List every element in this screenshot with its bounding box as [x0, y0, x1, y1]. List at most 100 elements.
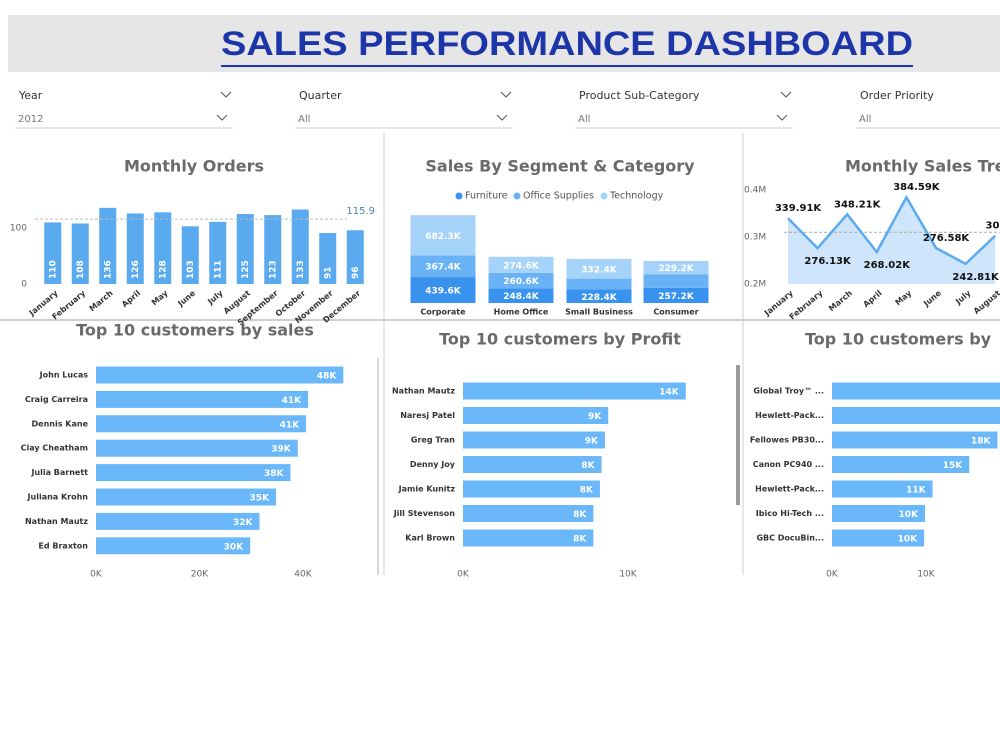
header-band [8, 15, 1000, 72]
bar-segment [643, 287, 709, 303]
bar [96, 512, 260, 530]
filter-slicer[interactable]: Order Priority All [856, 89, 1000, 129]
chevron [216, 114, 228, 121]
bar-value-label: 108 [76, 260, 86, 279]
chart-title: Monthly Sales Trend [845, 157, 1000, 176]
y-tick-label: 0.4M [744, 186, 766, 196]
category-label: Nathan Mautz [25, 517, 88, 526]
bar-value-label: 110 [48, 260, 58, 279]
bar-value-label: 14K [659, 388, 680, 398]
line [787, 194, 997, 266]
segment-label: 274.6K [503, 261, 539, 271]
bar-value-label: 41K [282, 396, 303, 406]
bar-value-label: 15K [943, 461, 964, 471]
bar-segment [410, 277, 476, 303]
bar [346, 230, 364, 284]
segment-label: 682.3K [425, 232, 461, 242]
bar [96, 415, 307, 433]
segment-label: 257.2K [658, 292, 694, 302]
filter-slicer[interactable]: Quarter All [295, 89, 513, 129]
data-label: 339.91K [775, 203, 823, 214]
x-tick-label: Consumer [653, 308, 698, 317]
bar-value-label: 111 [213, 260, 223, 279]
legend-label: Office Supplies [523, 191, 594, 202]
bar-value-label: 9K [585, 437, 599, 447]
chart-title: Top 10 customers by [805, 330, 992, 349]
bar-segment [410, 215, 476, 256]
category-label: John Lucas [39, 371, 89, 380]
bar-value-label: 41K [280, 420, 301, 430]
y-tick-label: 0 [21, 280, 27, 290]
x-tick-label: 10K [917, 570, 935, 580]
bar [463, 480, 600, 498]
bar-value-label: 11K [906, 486, 927, 496]
category-label: Ed Braxton [38, 541, 88, 550]
bar-segment [643, 260, 709, 275]
x-tick-label: 0K [90, 570, 103, 580]
dashboard-title: SALES PERFORMANCE DASHBOARD [221, 25, 913, 63]
bar [96, 464, 291, 482]
category-label: Ibico Hi-Tech ... [756, 509, 824, 518]
filter-value: All [298, 114, 310, 125]
bar [44, 222, 62, 284]
filter-label: Quarter [299, 89, 342, 102]
data-label: 276.13K [804, 256, 852, 267]
bar [96, 366, 344, 384]
bar-segment [566, 289, 632, 303]
bar [154, 212, 172, 284]
bar-value-label: 10K [898, 535, 919, 545]
average-label: 115.9 [346, 206, 375, 217]
bar [96, 488, 277, 506]
filter-slicer[interactable]: Year 2012 [15, 89, 233, 129]
bar-value-label: 48K [317, 372, 338, 382]
bar-value-label: 39K [271, 445, 292, 455]
data-label: 384.59K [893, 182, 941, 193]
bar [463, 407, 609, 424]
area [788, 197, 996, 284]
category-label: Dennis Kane [32, 419, 89, 428]
chevron [500, 91, 512, 98]
data-label: 348.21K [834, 199, 882, 210]
segment-label: 229.2K [658, 264, 694, 274]
chart-title: Top 10 customers by sales [76, 321, 314, 340]
category-label: Canon PC940 ... [753, 460, 824, 469]
segment-label: 367.4K [425, 263, 461, 273]
x-tick-label: 10K [619, 570, 637, 580]
x-tick-label: Corporate [420, 308, 466, 317]
bar-value-label: 136 [103, 260, 113, 279]
data-label: 268.02K [864, 260, 912, 271]
bar-segment [488, 256, 554, 273]
bar [463, 431, 605, 449]
bar-value-label: 8K [581, 461, 595, 471]
category-label: Juliana Krohn [27, 493, 89, 502]
bar [209, 221, 227, 284]
chevron [220, 91, 232, 98]
bar-value-label: 9K [588, 412, 602, 422]
category-label: Greg Tran [411, 436, 455, 445]
category-label: Fellowes PB30... [750, 436, 824, 445]
bar-value-label: 125 [241, 260, 251, 279]
bar-value-label: 91 [323, 266, 333, 279]
filter-value: All [859, 114, 871, 125]
chart-title: Sales By Segment & Category [425, 157, 695, 176]
bar-value-label: 128 [158, 260, 168, 279]
bar [832, 480, 933, 498]
bar-value-label: 38K [264, 469, 285, 479]
bar [96, 537, 251, 555]
segment-label: 260.6K [503, 277, 539, 287]
bar [832, 505, 926, 522]
bar-value-label: 133 [296, 260, 306, 279]
chart-title: Monthly Orders [124, 157, 264, 176]
bar [463, 382, 686, 400]
bar [181, 226, 199, 284]
bar-segment [488, 272, 554, 289]
legend-label: Technology [609, 191, 664, 202]
x-tick-label: Small Business [565, 308, 633, 317]
legend-marker [455, 192, 463, 200]
bar [291, 209, 309, 284]
segment-label: 332.4K [581, 265, 617, 275]
bar-value-label: 30K [224, 542, 245, 552]
bar-value-label: 8K [573, 510, 587, 520]
filter-slicer[interactable]: Product Sub-Category All [575, 89, 793, 129]
bar [832, 382, 1000, 400]
